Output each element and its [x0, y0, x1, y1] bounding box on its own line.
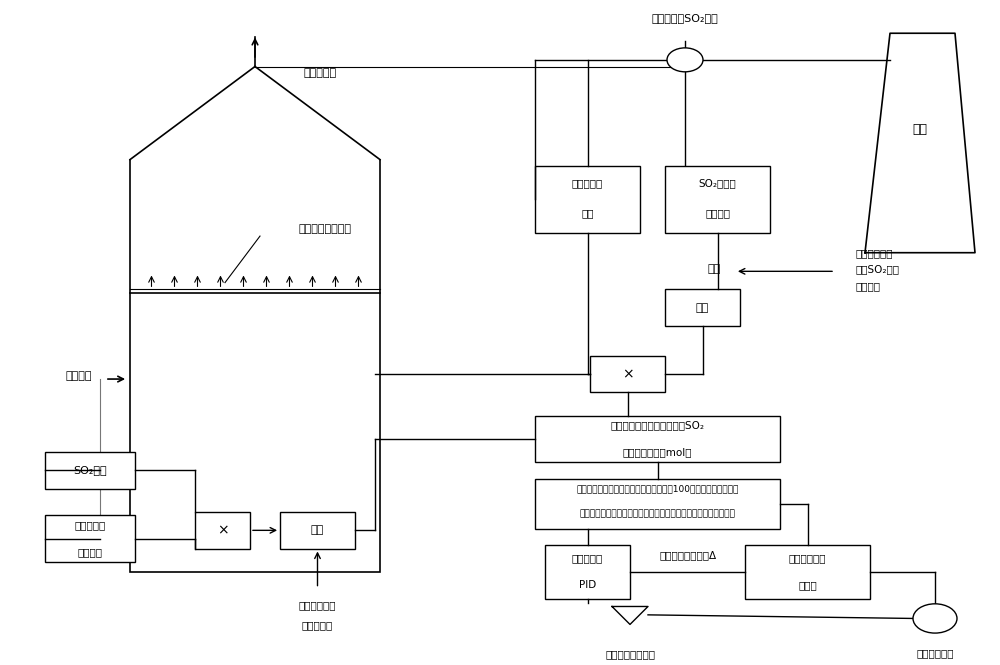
Bar	[665, 166, 770, 233]
Bar	[665, 289, 740, 326]
Text: 除以石灰石浆液质量浓度，除以密度，得到石灰石浆液流量调整值: 除以石灰石浆液质量浓度，除以密度，得到石灰石浆液流量调整值	[580, 509, 735, 518]
Text: 石灰石浆液偏差量Δ: 石灰石浆液偏差量Δ	[660, 550, 717, 561]
Text: 差化: 差化	[708, 264, 721, 275]
Text: 时平均值: 时平均值	[705, 207, 730, 218]
Bar	[130, 293, 380, 572]
Text: 乘以设定的钙硫比值，乘以石灰石分子量100，除以石灰石纯度，: 乘以设定的钙硫比值，乘以石灰石分子量100，除以石灰石纯度，	[576, 485, 739, 493]
Text: PID: PID	[579, 580, 596, 591]
Text: 上一刻二氧化: 上一刻二氧化	[299, 600, 336, 610]
Text: 烟气入口: 烟气入口	[65, 370, 92, 381]
Bar	[590, 356, 665, 392]
Text: SO₂浓度小: SO₂浓度小	[699, 178, 736, 188]
Text: 处烟气量: 处烟气量	[78, 547, 103, 557]
Text: SO₂浓度: SO₂浓度	[73, 465, 107, 475]
Text: 分子量，得偏差mol量: 分子量，得偏差mol量	[623, 447, 692, 458]
Bar	[545, 545, 630, 598]
Bar	[45, 515, 135, 562]
Bar	[745, 545, 870, 598]
Text: 石灰石浆流量: 石灰石浆流量	[789, 553, 826, 564]
Bar	[535, 479, 780, 529]
Text: 传感器: 传感器	[798, 580, 817, 591]
Bar	[535, 416, 780, 462]
Bar	[535, 166, 640, 233]
Text: 小时均值: 小时均值	[855, 281, 880, 291]
Text: 净烟气出口: 净烟气出口	[303, 68, 337, 78]
Bar	[45, 452, 135, 489]
Text: 两个质量差值加权相加，除SO₂: 两个质量差值加权相加，除SO₂	[610, 420, 704, 431]
Text: 烟气SO₂浓度: 烟气SO₂浓度	[855, 264, 899, 275]
Text: 石灰石浆液调节阀: 石灰石浆液调节阀	[605, 648, 655, 659]
Text: 烟囱: 烟囱	[912, 123, 927, 136]
Bar	[280, 512, 355, 549]
Circle shape	[913, 604, 957, 633]
Text: 脱硫塔入口: 脱硫塔入口	[74, 520, 106, 531]
Text: 硫入口质量: 硫入口质量	[302, 620, 333, 630]
Text: 烟囱入口处SO₂浓度: 烟囱入口处SO₂浓度	[652, 13, 718, 23]
Text: 差值: 差值	[696, 303, 709, 313]
Circle shape	[667, 48, 703, 72]
Text: 烟囱处烟气: 烟囱处烟气	[572, 178, 603, 188]
Text: ×: ×	[217, 523, 228, 537]
Text: 流量调节器: 流量调节器	[572, 553, 603, 564]
Text: 石灰石浆液喷淋层: 石灰石浆液喷淋层	[298, 224, 352, 235]
Text: 人为设定烟囱: 人为设定烟囱	[855, 247, 893, 258]
Text: 石灰石浆液泵: 石灰石浆液泵	[916, 648, 954, 658]
Bar	[195, 512, 250, 549]
Text: ×: ×	[622, 367, 633, 381]
Text: 量值: 量值	[581, 207, 594, 218]
Text: 差值: 差值	[311, 525, 324, 535]
